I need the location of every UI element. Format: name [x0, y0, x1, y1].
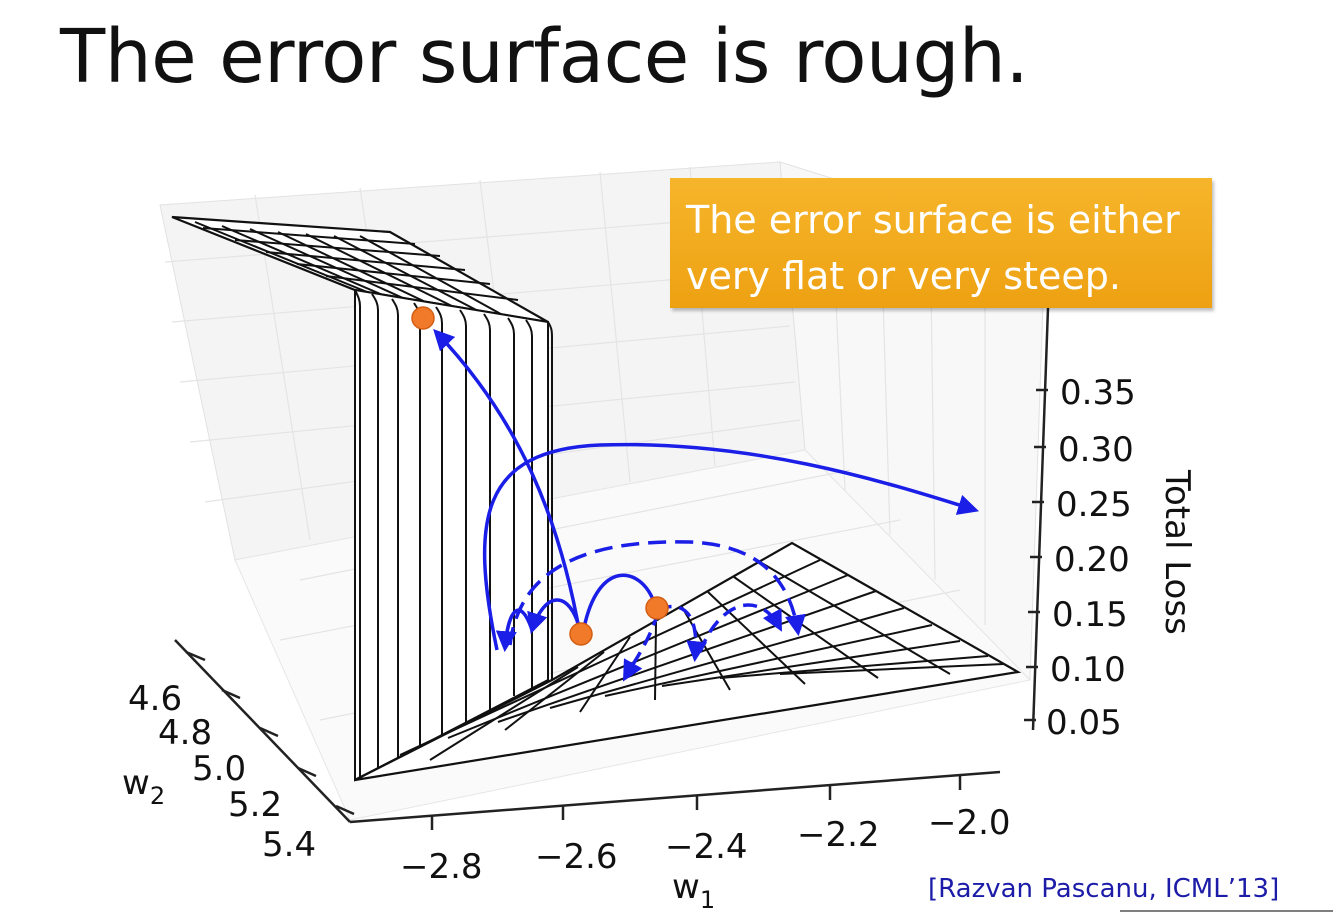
- parameter-points: [411, 306, 669, 646]
- w2-axis-label: w2: [122, 763, 165, 810]
- callout-box: The error surface is either very flat or…: [670, 178, 1212, 308]
- point-floor-1: [569, 622, 593, 646]
- z-axis-ticks: 0.35 0.30 0.25 0.20 0.15 0.10 0.05: [1046, 373, 1136, 743]
- w1-tick: −2.6: [535, 837, 618, 877]
- w1-tick: −2.0: [928, 803, 1011, 843]
- w1-tick: −2.2: [797, 815, 880, 855]
- point-plateau: [411, 306, 435, 330]
- z-tick: 0.15: [1052, 595, 1128, 635]
- z-tick: 0.25: [1056, 485, 1132, 525]
- left-bounce-arrow: [495, 608, 534, 653]
- climb-arrow: [433, 328, 582, 636]
- z-tick: 0.20: [1054, 540, 1130, 580]
- w1-axis-ticks: −2.8 −2.6 −2.4 −2.2 −2.0: [400, 803, 1011, 887]
- callout-line-1: The error surface is either: [686, 198, 1180, 242]
- z-axis-label: Total Loss: [1157, 469, 1197, 635]
- dashed-arrow-1: [508, 540, 806, 646]
- w1-tick: −2.8: [400, 847, 483, 887]
- point-floor-2: [645, 596, 669, 620]
- z-tick: 0.35: [1060, 373, 1136, 413]
- w2-tick: 4.8: [158, 713, 212, 753]
- dashed-arrow-3: [698, 603, 782, 653]
- bounce-arrow-1: [527, 598, 582, 634]
- long-jump-arrow: [482, 442, 980, 651]
- citation: [Razvan Pascanu, ICML’13]: [928, 874, 1280, 904]
- z-tick: 0.05: [1046, 703, 1122, 743]
- w1-tick: −2.4: [665, 827, 748, 867]
- citation-underline: [1120, 910, 1333, 912]
- w1-axis-label: w1: [672, 867, 715, 914]
- w2-tick: 4.6: [128, 679, 182, 719]
- callout-line-2: very flat or very steep.: [686, 254, 1121, 298]
- w2-tick: 5.0: [192, 749, 246, 789]
- w2-tick: 5.2: [228, 785, 282, 825]
- z-tick: 0.10: [1050, 650, 1126, 690]
- w2-axis-ticks: 4.6 4.8 5.0 5.2 5.4: [128, 679, 316, 865]
- bounce-arrow-2: [582, 573, 656, 629]
- z-tick: 0.30: [1058, 430, 1134, 470]
- gradient-step-arrows: [433, 328, 980, 682]
- w2-tick: 5.4: [262, 825, 316, 865]
- slide-title: The error surface is rough.: [60, 14, 1029, 100]
- axis-lines: [174, 307, 1050, 830]
